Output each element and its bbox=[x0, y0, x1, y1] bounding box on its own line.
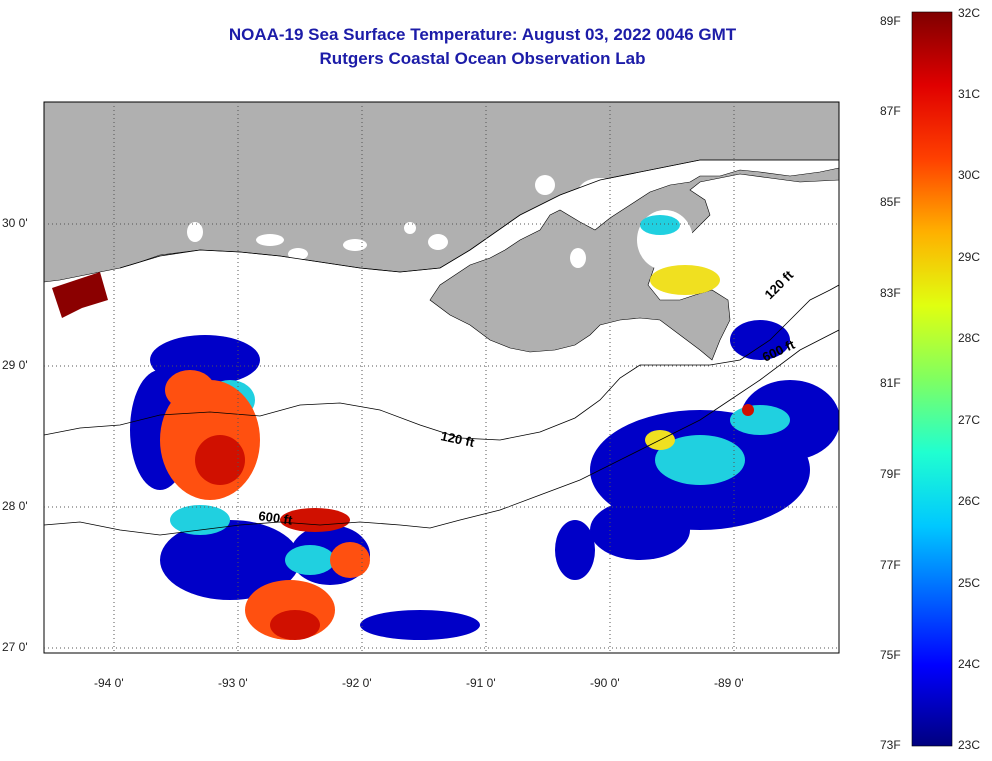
lon-label: -89 0' bbox=[714, 676, 744, 690]
colorbar-c-label: 30C bbox=[958, 168, 981, 182]
lon-label: -91 0' bbox=[466, 676, 496, 690]
map-title: NOAA-19 Sea Surface Temperature: August … bbox=[228, 25, 737, 44]
lat-label: 27 0' bbox=[2, 640, 28, 654]
graticule bbox=[44, 102, 839, 653]
colorbar-c-label: 26C bbox=[958, 494, 981, 508]
contour-600ft bbox=[44, 329, 839, 536]
lat-label: 28 0' bbox=[2, 499, 28, 513]
colorbar-f-label: 79F bbox=[880, 467, 901, 481]
colorbar-c-label: 25C bbox=[958, 576, 981, 590]
lon-label: -93 0' bbox=[218, 676, 248, 690]
colorbar-c-label: 24C bbox=[958, 657, 981, 671]
contour-label-600ft-west: 600 ft bbox=[258, 508, 294, 528]
colorbar-c-label: 31C bbox=[958, 87, 981, 101]
lon-label: -92 0' bbox=[342, 676, 372, 690]
colorbar-f-label: 85F bbox=[880, 195, 901, 209]
map-subtitle: Rutgers Coastal Ocean Observation Lab bbox=[319, 49, 646, 68]
colorbar-f-label: 87F bbox=[880, 104, 901, 118]
lon-label: -90 0' bbox=[590, 676, 620, 690]
colorbar-c-label: 23C bbox=[958, 738, 981, 752]
colorbar bbox=[911, 11, 953, 747]
colorbar-f-label: 89F bbox=[880, 14, 901, 28]
colorbar-c-label: 27C bbox=[958, 413, 981, 427]
contour-label-120ft-west: 120 ft bbox=[439, 428, 476, 450]
colorbar-c-label: 32C bbox=[958, 6, 981, 20]
colorbar-f-label: 77F bbox=[880, 558, 901, 572]
colorbar-c-label: 28C bbox=[958, 331, 981, 345]
colorbar-f-label: 81F bbox=[880, 376, 901, 390]
sst-mid-patches bbox=[170, 215, 790, 575]
contour-120ft bbox=[44, 284, 839, 441]
colorbar-f-label: 73F bbox=[880, 738, 901, 752]
colorbar-f-label: 75F bbox=[880, 648, 901, 662]
coastline bbox=[119, 159, 839, 273]
lat-label: 29 0' bbox=[2, 358, 28, 372]
colorbar-f-label: 83F bbox=[880, 286, 901, 300]
lon-label: -94 0' bbox=[94, 676, 124, 690]
inland-hot-patch bbox=[52, 272, 108, 318]
colorbar-c-label: 29C bbox=[958, 250, 981, 264]
land-area bbox=[44, 102, 839, 361]
sst-hottest-patches bbox=[195, 404, 754, 640]
lat-label: 30 0' bbox=[2, 216, 28, 230]
